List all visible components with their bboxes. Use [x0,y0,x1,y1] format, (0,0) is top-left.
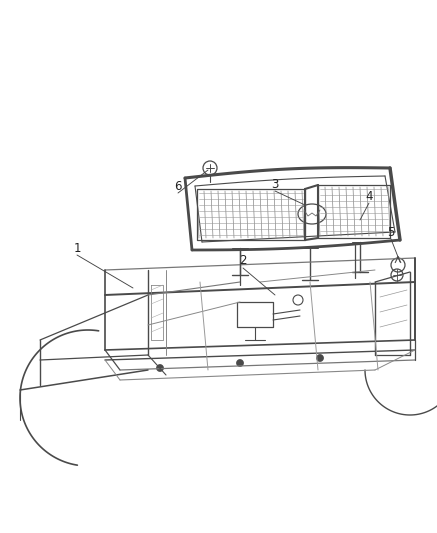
Text: 2: 2 [239,254,247,268]
Text: 5: 5 [387,225,395,238]
Text: 1: 1 [73,241,81,254]
Text: 4: 4 [365,190,373,203]
Circle shape [236,359,243,367]
Text: 6: 6 [174,180,182,192]
Circle shape [316,354,323,361]
Circle shape [156,365,163,372]
Text: 3: 3 [271,177,279,190]
